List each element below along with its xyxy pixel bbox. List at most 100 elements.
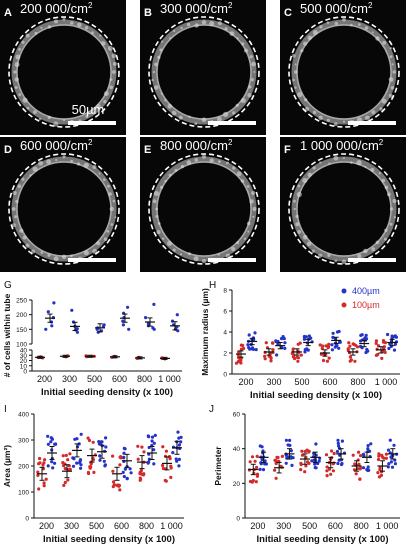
cell-blob	[164, 99, 167, 102]
data-point	[349, 358, 353, 362]
cell-blob	[157, 222, 161, 225]
micrograph-panel-a: A 200 000/cm2 50µm	[0, 0, 126, 135]
data-point	[122, 456, 126, 460]
density-value: 1 000 000/cm	[300, 138, 379, 153]
data-point	[353, 462, 357, 466]
data-point	[104, 445, 108, 449]
cell-blob	[106, 229, 110, 233]
data-point	[46, 434, 50, 438]
data-point	[339, 462, 344, 467]
data-point	[384, 456, 388, 460]
cell-blob	[312, 30, 318, 35]
data-point	[325, 474, 329, 478]
cell-blob	[236, 171, 242, 177]
data-point	[348, 355, 352, 359]
data-point	[302, 337, 306, 341]
data-point	[365, 468, 369, 472]
data-point	[300, 453, 305, 457]
data-point	[150, 435, 155, 439]
panel-label-j: J	[209, 404, 214, 415]
data-point	[386, 448, 391, 452]
data-point	[303, 350, 307, 354]
data-point	[388, 438, 392, 442]
micrograph-panel-d: D 600 000/cm2	[0, 137, 126, 272]
data-point	[280, 454, 284, 458]
cell-blob	[217, 21, 222, 26]
data-point	[284, 461, 288, 465]
data-point	[306, 460, 310, 464]
data-point	[121, 470, 125, 474]
data-point	[61, 454, 65, 458]
cell-blob	[388, 93, 393, 98]
cell-blob	[312, 166, 316, 170]
data-point	[239, 347, 243, 351]
cell-blob	[26, 106, 30, 110]
cell-blob	[15, 54, 21, 60]
data-point	[138, 471, 142, 476]
data-point	[299, 468, 303, 472]
data-point	[362, 453, 366, 457]
cell-blob	[249, 55, 253, 59]
data-point	[369, 442, 373, 446]
cell-blob	[247, 230, 250, 233]
data-point	[326, 346, 330, 350]
data-point	[269, 359, 273, 363]
data-point	[43, 458, 47, 462]
cell-blob	[229, 31, 235, 36]
data-point	[364, 337, 369, 341]
data-point	[324, 453, 329, 457]
data-point	[79, 463, 83, 467]
y-tick-label: 100	[18, 490, 29, 497]
data-point	[364, 333, 368, 337]
cell-blob	[294, 70, 298, 74]
cell-blob	[232, 111, 236, 115]
cell-blob	[70, 159, 73, 163]
data-point	[337, 329, 341, 334]
cell-blob	[103, 91, 109, 96]
data-point	[127, 327, 131, 331]
cell-blob	[201, 20, 207, 25]
data-point	[121, 323, 125, 327]
y-tick-label: 20	[20, 358, 28, 365]
cell-blob	[17, 184, 22, 188]
cell-blob	[304, 98, 308, 102]
cell-blob	[151, 78, 154, 82]
cell-blob	[112, 70, 116, 74]
data-point	[86, 436, 90, 440]
scale-bar	[208, 121, 256, 125]
cell-blob	[326, 118, 330, 122]
data-point	[251, 347, 256, 351]
data-point	[351, 453, 355, 457]
panel-label-f: F	[284, 144, 291, 156]
data-point	[325, 469, 329, 473]
cell-blob	[209, 158, 214, 163]
x-tick-label: 300	[64, 521, 79, 531]
density-superscript: 2	[368, 1, 373, 10]
y-tick-label: 0	[236, 516, 240, 523]
data-point	[386, 465, 390, 469]
data-point	[248, 479, 253, 484]
data-point	[255, 465, 259, 469]
cell-blob	[326, 21, 330, 24]
data-point	[348, 344, 352, 348]
data-point	[52, 301, 56, 305]
y-tick-label: 20	[233, 481, 241, 488]
x-tick-label: 1 000	[158, 374, 181, 384]
data-point	[387, 346, 391, 351]
cell-blob	[180, 164, 185, 169]
data-point	[246, 343, 250, 347]
data-point	[102, 459, 106, 463]
data-point	[63, 480, 67, 485]
cell-blob	[62, 17, 66, 21]
cell-blob	[296, 191, 302, 198]
cell-blob	[109, 85, 113, 90]
data-point	[36, 473, 40, 477]
cell-blob	[32, 166, 38, 172]
data-point	[365, 347, 369, 352]
data-point	[37, 487, 41, 491]
data-point	[44, 477, 48, 481]
cell-blob	[109, 78, 113, 81]
panel-label-a: A	[4, 7, 12, 19]
data-point	[147, 435, 151, 439]
